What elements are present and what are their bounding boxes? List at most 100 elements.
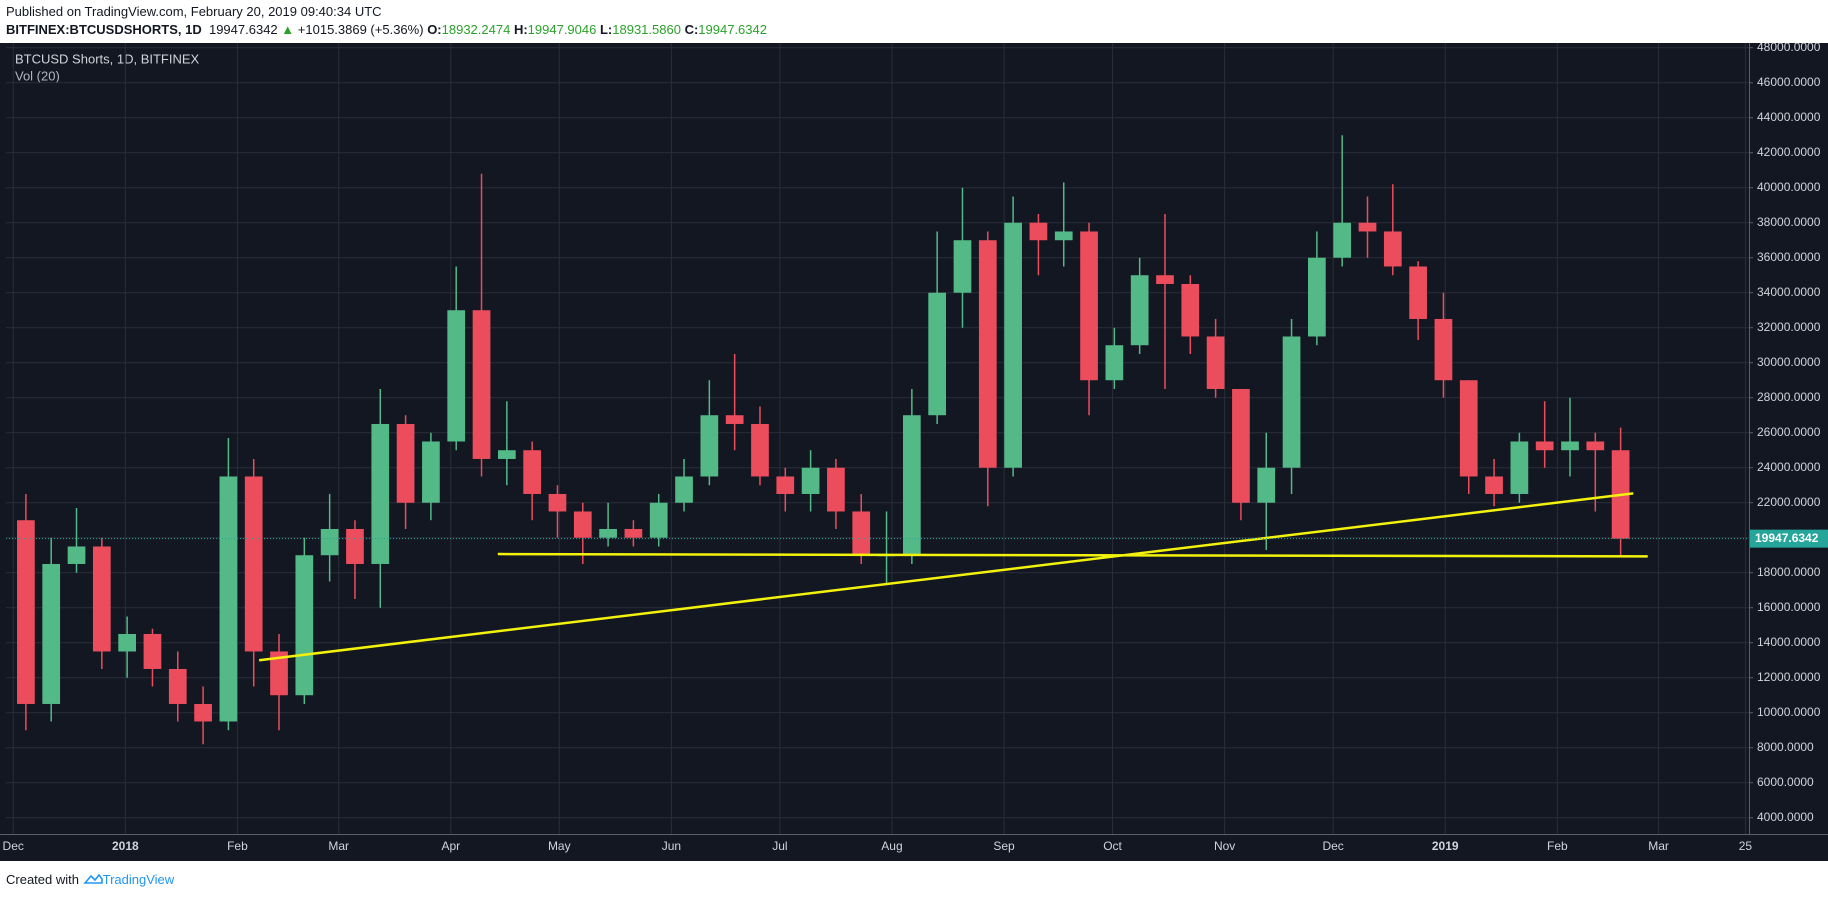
candle-body <box>244 476 263 652</box>
y-tick-label: 28000.0000 <box>1757 390 1821 404</box>
candle-body <box>1535 441 1554 451</box>
y-tick-label: 26000.0000 <box>1757 425 1821 439</box>
candle-body <box>1206 336 1225 389</box>
candle-body <box>953 240 972 293</box>
candle-body <box>320 528 339 556</box>
x-tick-label: Sep <box>993 839 1015 853</box>
last: 19947.6342 <box>208 22 278 37</box>
y-tick-label: 24000.0000 <box>1757 460 1821 474</box>
candle-body <box>1485 476 1503 494</box>
candle-body <box>1561 441 1579 451</box>
published: Published on TradingView.com, February 2… <box>6 4 382 19</box>
candle-body <box>928 292 947 416</box>
x-tick-label: Apr <box>441 839 460 853</box>
candle-body <box>902 415 921 556</box>
ohlc-label: H: <box>513 22 528 37</box>
candle-body <box>1333 222 1352 258</box>
candle-body <box>447 310 466 442</box>
candle-body <box>42 563 61 704</box>
arrow: ▲ <box>281 22 295 37</box>
candle-body <box>143 633 162 669</box>
logo <box>82 873 103 884</box>
candle-body <box>168 668 187 704</box>
y-tick-label: 12000.0000 <box>1757 670 1821 684</box>
candle-body <box>649 502 668 538</box>
y-tick-label: 14000.0000 <box>1757 635 1821 649</box>
y-tick-label: 36000.0000 <box>1757 250 1821 264</box>
candle-body <box>1105 345 1124 381</box>
indicator: Vol (20) <box>15 68 60 83</box>
y-tick-label: 22000.0000 <box>1757 495 1821 509</box>
candle-body <box>1586 441 1605 451</box>
y-tick-label: 16000.0000 <box>1757 600 1821 614</box>
candle-body <box>422 441 440 503</box>
x-tick-label: 25 <box>1739 839 1753 853</box>
x-tick-label: Mar <box>328 839 349 853</box>
change: +1015.3869 (+5.36%) <box>297 22 424 37</box>
symbol: BITFINEX:BTCUSDSHORTS, 1D <box>6 22 202 37</box>
candle-body <box>118 633 137 652</box>
candle-body <box>396 423 415 503</box>
candle-body <box>1181 283 1200 337</box>
y-tick-label: 18000.0000 <box>1757 565 1821 579</box>
y-tick-label: 38000.0000 <box>1757 215 1821 229</box>
ohlc-value: 19947.9046 <box>527 22 597 37</box>
brand: TradingView <box>102 872 175 887</box>
candle-body <box>573 511 592 538</box>
candle-body <box>295 555 314 696</box>
x-tick-label: Jun <box>662 839 681 853</box>
x-tick-label: Dec <box>1322 839 1343 853</box>
y-tick-label: 10000.0000 <box>1757 705 1821 719</box>
x-tick-label: Aug <box>881 839 902 853</box>
chart-title: BTCUSD Shorts, 1D, BITFINEX <box>15 51 200 66</box>
x-tick-label: 2019 <box>1432 839 1459 853</box>
x-tick-label: Mar <box>1648 839 1669 853</box>
chart: BTCUSD Shorts, 1D, BITFINEX Vol (20) 400… <box>0 43 1828 861</box>
x-tick-label: May <box>548 839 571 853</box>
y-tick-label: 4000.0000 <box>1757 810 1814 824</box>
candle-body <box>1510 441 1529 494</box>
candle-body <box>1130 275 1149 346</box>
candle-body <box>1308 257 1326 337</box>
candle-body <box>624 528 643 538</box>
y-tick-label: 46000.0000 <box>1757 75 1821 89</box>
ohlc-label: C: <box>684 22 699 37</box>
candle-body <box>700 415 719 477</box>
x-tick-label: 2018 <box>112 839 139 853</box>
candle-body <box>1459 380 1478 477</box>
y-tick-label: 6000.0000 <box>1757 775 1814 789</box>
trendline <box>497 552 1648 558</box>
symbol-line: BITFINEX:BTCUSDSHORTS, 1D 19947.6342 ▲ +… <box>6 22 767 37</box>
x-tick-label: Dec <box>3 839 24 853</box>
candle-body <box>548 493 567 512</box>
candle-body <box>776 476 795 494</box>
trendline <box>258 492 1634 662</box>
candle-body <box>1054 231 1073 241</box>
x-tick-label: Feb <box>1547 839 1568 853</box>
candle-body <box>827 467 845 512</box>
candle-body <box>270 651 288 696</box>
candle-body <box>751 423 769 477</box>
candle-body <box>472 310 491 459</box>
y-tick-label: 48000.0000 <box>1757 43 1821 54</box>
x-tick-label: Feb <box>227 839 248 853</box>
candle-body <box>801 467 820 494</box>
candle-body <box>599 528 617 538</box>
candle-body <box>1004 222 1022 468</box>
ohlc-label: L: <box>599 22 613 37</box>
ohlc-value: 19947.6342 <box>698 22 767 37</box>
ohlc-value: 18931.5860 <box>612 22 681 37</box>
last-price-label: 19947.6342 <box>1755 531 1819 545</box>
candle-body <box>523 450 542 494</box>
ohlc-value: 18932.2474 <box>441 22 511 37</box>
candle-body <box>1156 275 1174 284</box>
candle-body <box>978 240 997 468</box>
ohlc-label: O: <box>427 22 442 37</box>
candle-body <box>852 511 871 556</box>
candle-body <box>92 546 111 652</box>
last-price-box <box>1750 529 1828 548</box>
candle-body <box>675 476 693 503</box>
candle-body <box>194 703 212 722</box>
y-tick-label: 44000.0000 <box>1757 110 1821 124</box>
candle-body <box>371 423 390 564</box>
